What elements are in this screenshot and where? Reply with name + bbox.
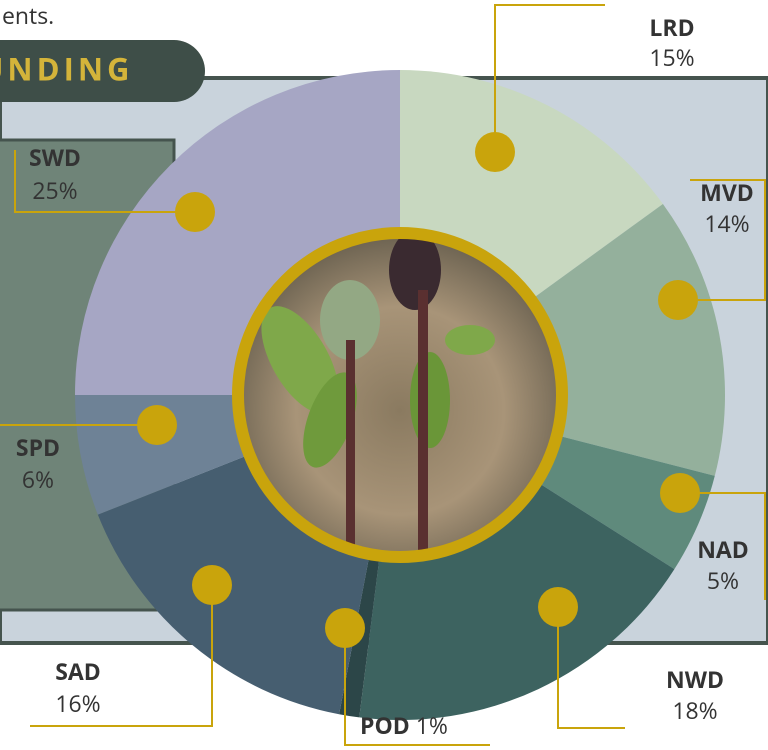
slice-value: 1% xyxy=(416,709,448,741)
banner xyxy=(0,40,205,102)
photo xyxy=(232,227,568,563)
slice-value: 14% xyxy=(704,207,749,239)
photo-plants xyxy=(261,237,495,553)
dot xyxy=(475,132,515,172)
slice-name: SWD xyxy=(29,141,81,173)
slice-name: SPD xyxy=(16,431,60,463)
connector xyxy=(30,585,213,727)
dot xyxy=(658,280,698,320)
slice-name: LRD xyxy=(649,11,694,43)
slice-name: MVD xyxy=(700,176,754,208)
connector xyxy=(680,492,766,600)
dot xyxy=(325,608,365,648)
slice-value: 25% xyxy=(32,174,77,206)
photo-ring xyxy=(232,227,568,563)
slice-value: 18% xyxy=(672,694,717,726)
connector xyxy=(344,628,490,746)
dot xyxy=(137,405,177,445)
slice-value: 6% xyxy=(22,463,54,495)
slice-name: POD xyxy=(360,709,410,741)
dot xyxy=(192,565,232,605)
slice-label: POD 1% xyxy=(360,709,448,741)
slice-value: 5% xyxy=(707,564,739,596)
dot xyxy=(538,587,578,627)
slice-name: SAD xyxy=(55,655,101,687)
subtitle: ents. xyxy=(2,0,54,31)
slice-value: 15% xyxy=(649,41,694,73)
slice-name: NWD xyxy=(666,663,724,695)
dot xyxy=(175,192,215,232)
connector xyxy=(678,179,766,301)
connector xyxy=(557,607,625,729)
banner-title: UNDING xyxy=(0,48,134,90)
connector xyxy=(14,150,195,213)
slice-value: 16% xyxy=(55,687,100,719)
connector xyxy=(494,4,605,152)
dot xyxy=(660,473,700,513)
slice-name: NAD xyxy=(697,533,749,565)
